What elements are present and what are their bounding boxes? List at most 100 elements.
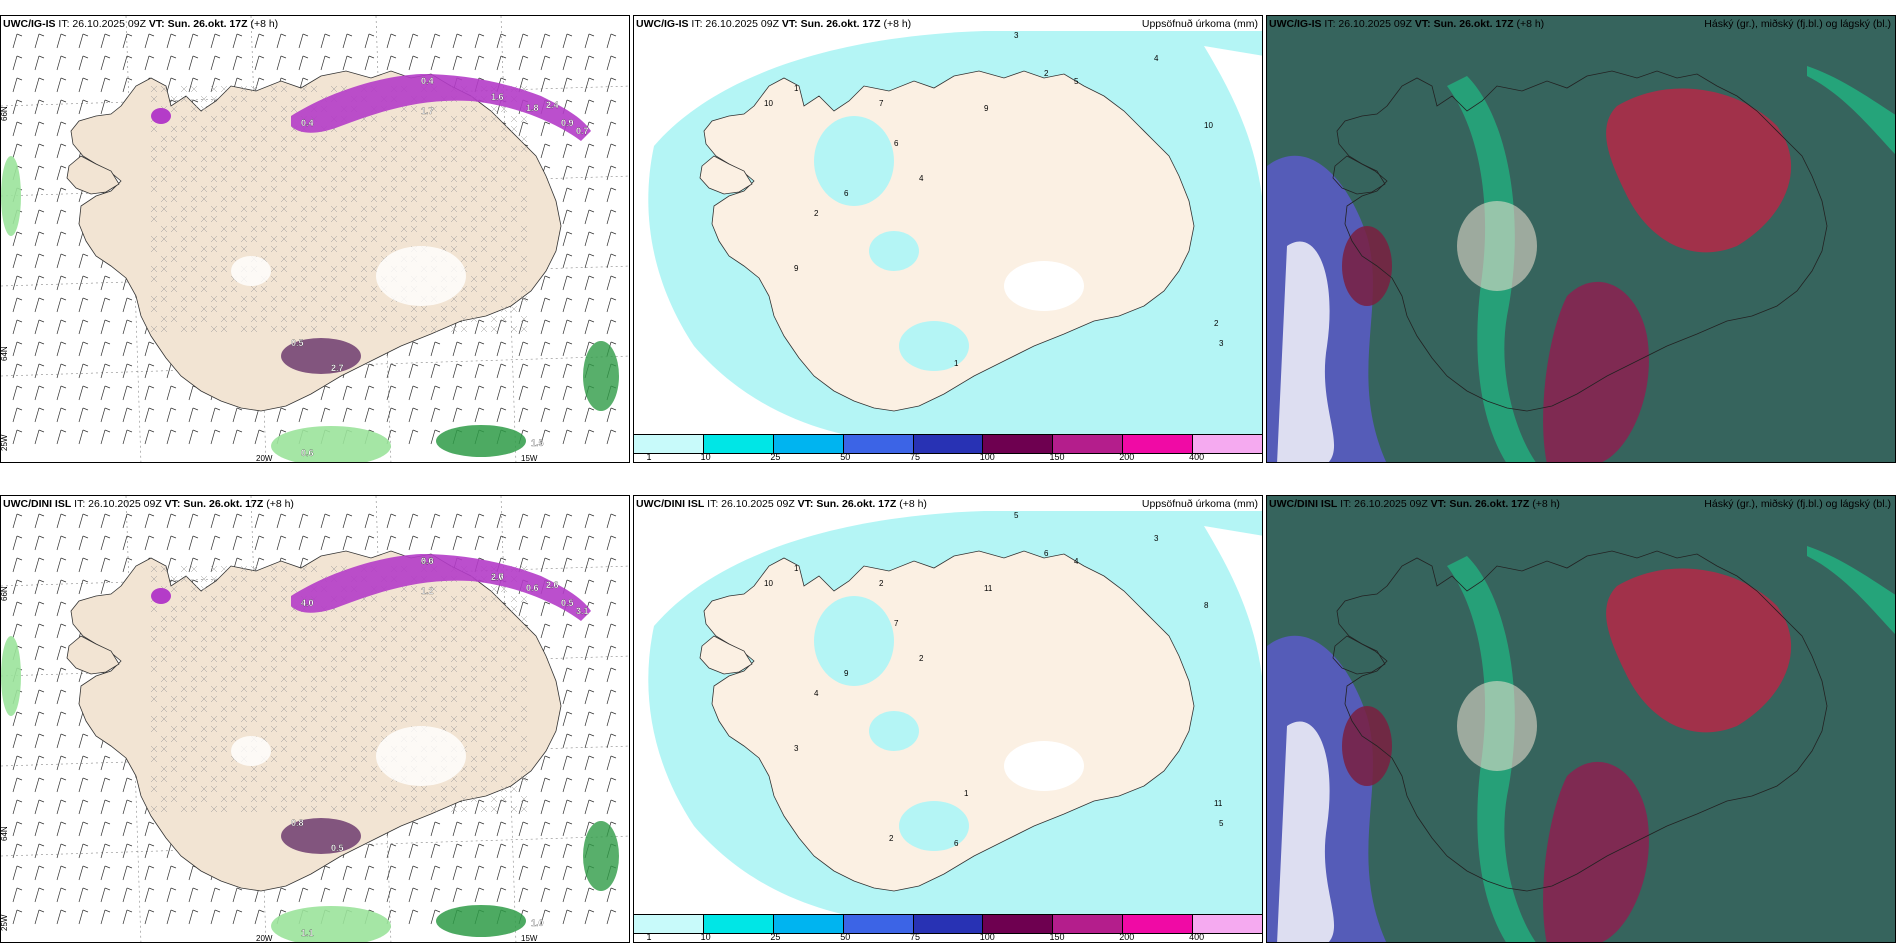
wind-barb xyxy=(100,429,111,445)
wind-barb xyxy=(188,909,199,925)
wind-barb xyxy=(540,799,551,815)
wind-barb xyxy=(122,77,133,93)
wind-barb xyxy=(56,689,67,705)
wind-barb xyxy=(540,535,551,551)
value-label: 8 xyxy=(1204,601,1209,610)
wind-barb xyxy=(188,407,199,423)
wind-barb xyxy=(166,887,177,903)
wind-barb xyxy=(584,821,595,837)
wind-barb xyxy=(518,385,529,401)
wind-barb xyxy=(56,341,67,357)
wind-barb xyxy=(474,535,485,551)
wind-barb xyxy=(12,887,23,903)
wind-barb xyxy=(540,297,551,313)
wind-barb xyxy=(188,77,199,93)
wind-barb xyxy=(430,535,441,551)
precip-area xyxy=(436,905,526,937)
wind-barb xyxy=(34,535,45,551)
value-label: 10 xyxy=(764,579,773,588)
wind-barb xyxy=(34,99,45,115)
precip-area xyxy=(271,906,391,942)
wind-barb xyxy=(34,77,45,93)
value-label: 3.9 xyxy=(421,556,434,566)
wind-barb xyxy=(540,143,551,159)
wind-barb xyxy=(562,755,573,771)
wind-barb xyxy=(100,909,111,925)
wind-barb xyxy=(518,799,529,815)
wind-barb xyxy=(430,407,441,423)
wind-barb xyxy=(430,821,441,837)
wind-barb xyxy=(78,909,89,925)
wind-barb xyxy=(100,275,111,291)
panel-variable: Háský (gr.), miðský (fj.bl.) og lágský (… xyxy=(1704,18,1891,30)
wind-barb xyxy=(34,667,45,683)
wind-barb xyxy=(276,407,287,423)
wind-barb xyxy=(12,557,23,573)
wind-barb xyxy=(34,275,45,291)
value-label: 1.5 xyxy=(531,438,544,448)
value-label: 2.7 xyxy=(491,572,504,582)
legend-color-box xyxy=(913,435,984,453)
wind-barb xyxy=(496,363,507,379)
wind-barb xyxy=(562,623,573,639)
value-label: 2 xyxy=(919,654,924,663)
wind-barb xyxy=(452,55,463,71)
wind-barb xyxy=(34,843,45,859)
wind-barb xyxy=(320,513,331,529)
wind-barb xyxy=(166,407,177,423)
wind-barb xyxy=(320,887,331,903)
panel-variable: Uppsöfnuð úrkoma (mm) xyxy=(1141,498,1258,510)
wind-barb xyxy=(496,535,507,551)
legend-color-box xyxy=(983,435,1054,453)
wind-barb xyxy=(122,55,133,71)
wind-barb xyxy=(78,733,89,749)
clear-area xyxy=(231,256,271,286)
value-label: 3 xyxy=(1219,339,1224,348)
wind-barb xyxy=(144,407,155,423)
wind-barb xyxy=(540,429,551,445)
precip-wind-map: 0.4 1.6 2.4 0.7 1.7 0.9 1.8 2.7 0.5 0.6 1.5 0.4 66N 6… xyxy=(1,16,629,462)
legend-label: 400 xyxy=(1189,452,1205,462)
wind-barb xyxy=(210,33,221,49)
wind-barb xyxy=(122,363,133,379)
wind-barb xyxy=(12,755,23,771)
wind-barb xyxy=(144,909,155,925)
wind-barb xyxy=(584,99,595,115)
value-label: 7 xyxy=(894,619,899,628)
wind-barb xyxy=(562,275,573,291)
value-label: 6 xyxy=(1044,549,1049,558)
wind-barb xyxy=(474,55,485,71)
wind-barb xyxy=(34,711,45,727)
legend-color-box xyxy=(913,915,984,933)
wind-barb xyxy=(56,909,67,925)
wind-barb xyxy=(56,579,67,595)
wind-barb xyxy=(166,557,177,573)
wind-barb xyxy=(56,99,67,115)
wind-barb xyxy=(56,231,67,247)
legend-color-box xyxy=(773,435,844,453)
wind-barb xyxy=(584,429,595,445)
wind-barb xyxy=(34,799,45,815)
wind-barb xyxy=(232,535,243,551)
wind-barb xyxy=(540,557,551,573)
wind-barb xyxy=(606,777,617,793)
wind-barb xyxy=(12,909,23,925)
legend-label: 400 xyxy=(1189,932,1205,942)
wind-barb xyxy=(12,865,23,881)
wind-barb xyxy=(408,865,419,881)
wind-barb xyxy=(364,385,375,401)
wind-barb xyxy=(254,535,265,551)
value-label: 0.4 xyxy=(301,118,314,128)
wind-barb xyxy=(210,535,221,551)
clear-patch xyxy=(1004,741,1084,791)
value-label: 1.7 xyxy=(421,106,434,116)
value-label: 5 xyxy=(1014,511,1019,520)
wind-barb xyxy=(606,711,617,727)
wind-barb xyxy=(496,799,507,815)
wind-barb xyxy=(56,887,67,903)
wind-barb xyxy=(232,407,243,423)
wind-barb xyxy=(12,429,23,445)
precip-area xyxy=(271,426,391,462)
wind-barb xyxy=(562,407,573,423)
wind-barb xyxy=(12,711,23,727)
